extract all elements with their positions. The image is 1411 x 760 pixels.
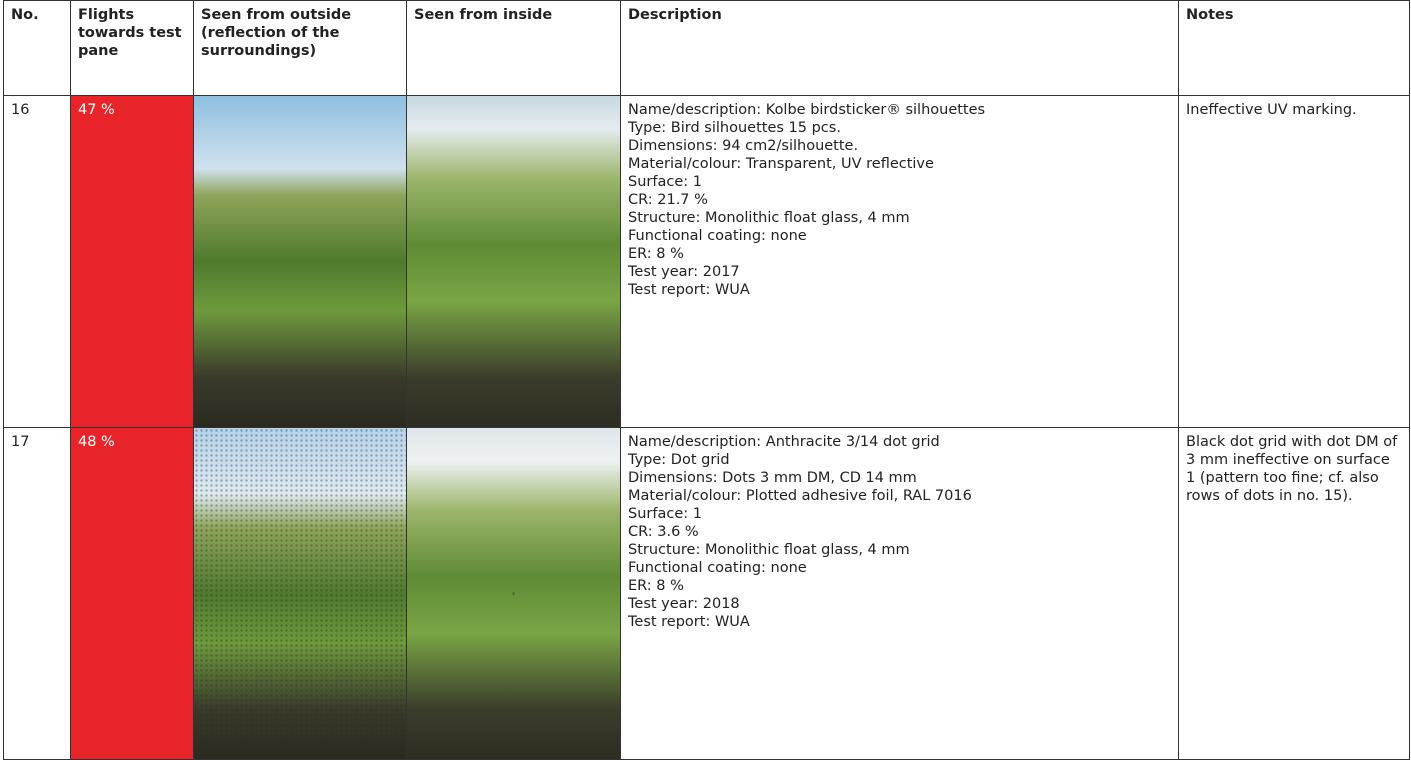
number-cell: 16 bbox=[3, 95, 71, 428]
description-line: Type: Dot grid bbox=[628, 452, 730, 468]
description-line: Test year: 2017 bbox=[628, 264, 740, 280]
table-row: 16 47 % Name/description: Kolbe birdsticke… bbox=[3, 95, 1410, 428]
table-body: 16 47 % Name/description: Kolbe birdsticke… bbox=[3, 95, 1410, 760]
description-line: Test report: WUA bbox=[628, 282, 750, 298]
description-line: CR: 3.6 % bbox=[628, 524, 699, 540]
header-cell: No. bbox=[3, 0, 71, 96]
flights-cell: 47 % bbox=[70, 95, 194, 428]
description-line: Name/description: Anthracite 3/14 dot gr… bbox=[628, 434, 940, 450]
outside-photo-cell bbox=[193, 427, 407, 760]
description-line: Material/colour: Plotted adhesive foil, … bbox=[628, 488, 972, 504]
outside-photo-cell bbox=[193, 95, 407, 428]
header-cell: Flights towards test pane bbox=[70, 0, 194, 96]
header-cell: Notes bbox=[1178, 0, 1410, 96]
description-line: Name/description: Kolbe birdsticker® sil… bbox=[628, 102, 986, 118]
description-line: ER: 8 % bbox=[628, 578, 684, 594]
description-line: Structure: Monolithic float glass, 4 mm bbox=[628, 210, 910, 226]
description-line: Dimensions: 94 cm2/silhouette. bbox=[628, 138, 859, 154]
inside-photo bbox=[407, 428, 620, 759]
description-line: Test report: WUA bbox=[628, 614, 750, 630]
header-cell: Description bbox=[620, 0, 1179, 96]
inside-photo-cell bbox=[406, 95, 621, 428]
header-cell: Seen from inside bbox=[406, 0, 621, 96]
inside-photo-cell bbox=[406, 427, 621, 760]
description-line: Test year: 2018 bbox=[628, 596, 740, 612]
description-line: Material/colour: Transparent, UV reflect… bbox=[628, 156, 934, 172]
description-line: Functional coating: none bbox=[628, 560, 807, 576]
outside-photo bbox=[194, 96, 406, 427]
notes-cell: Black dot grid with dot DM of 3 mm ineff… bbox=[1178, 427, 1410, 760]
description-line: Type: Bird silhouettes 15 pcs. bbox=[628, 120, 841, 136]
header-cell: Seen from outside (reflection of the sur… bbox=[193, 0, 407, 96]
header-row: No. Flights towards test pane Seen from ou… bbox=[3, 0, 1410, 96]
flights-cell: 48 % bbox=[70, 427, 194, 760]
description-line: Dimensions: Dots 3 mm DM, CD 14 mm bbox=[628, 470, 917, 486]
outside-photo bbox=[194, 428, 406, 759]
notes-cell: Ineffective UV marking. bbox=[1178, 95, 1410, 428]
description-line: ER: 8 % bbox=[628, 246, 684, 262]
description-line: Functional coating: none bbox=[628, 228, 807, 244]
description-cell: Name/description: Anthracite 3/14 dot gr… bbox=[620, 427, 1179, 760]
number-cell: 17 bbox=[3, 427, 71, 760]
inside-photo bbox=[407, 96, 620, 427]
description-line: Surface: 1 bbox=[628, 506, 702, 522]
table-row: 17 48 % Name/description: Anthracite 3/14 … bbox=[3, 427, 1410, 760]
results-table: No. Flights towards test pane Seen from ou… bbox=[3, 0, 1410, 760]
description-line: Surface: 1 bbox=[628, 174, 702, 190]
description-line: CR: 21.7 % bbox=[628, 192, 708, 208]
description-line: Structure: Monolithic float glass, 4 mm bbox=[628, 542, 910, 558]
description-cell: Name/description: Kolbe birdsticker® sil… bbox=[620, 95, 1179, 428]
